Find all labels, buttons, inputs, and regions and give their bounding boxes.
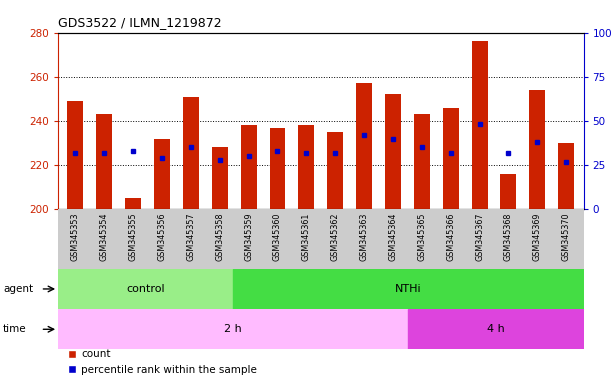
- Legend: count, percentile rank within the sample: count, percentile rank within the sample: [64, 345, 261, 379]
- Bar: [558, 143, 574, 209]
- Text: GSM345367: GSM345367: [475, 212, 484, 261]
- Text: GSM345358: GSM345358: [215, 212, 224, 261]
- Text: GDS3522 / ILMN_1219872: GDS3522 / ILMN_1219872: [58, 16, 222, 29]
- Text: control: control: [126, 284, 165, 294]
- Text: agent: agent: [3, 284, 33, 294]
- Bar: [443, 108, 459, 209]
- Bar: [385, 94, 401, 209]
- Bar: [408, 309, 584, 349]
- Text: GSM345355: GSM345355: [128, 212, 137, 261]
- Bar: [58, 309, 408, 349]
- Text: GSM345353: GSM345353: [71, 212, 80, 261]
- Text: GSM345368: GSM345368: [504, 212, 513, 261]
- Bar: [58, 269, 233, 309]
- Bar: [500, 174, 516, 209]
- Bar: [529, 90, 545, 209]
- Text: GSM345370: GSM345370: [562, 212, 571, 261]
- Text: GSM345356: GSM345356: [158, 212, 166, 261]
- Text: GSM345366: GSM345366: [446, 212, 455, 261]
- Bar: [125, 198, 141, 209]
- Text: GSM345364: GSM345364: [389, 212, 397, 261]
- Text: GSM345363: GSM345363: [360, 212, 368, 261]
- Bar: [97, 114, 112, 209]
- Text: 2 h: 2 h: [224, 324, 242, 334]
- Text: GSM345360: GSM345360: [273, 212, 282, 261]
- Bar: [414, 114, 430, 209]
- Text: GSM345359: GSM345359: [244, 212, 253, 261]
- Text: GSM345354: GSM345354: [100, 212, 109, 261]
- Bar: [212, 147, 228, 209]
- Text: GSM345357: GSM345357: [186, 212, 196, 261]
- Bar: [356, 83, 372, 209]
- Text: time: time: [3, 324, 27, 334]
- Text: GSM345369: GSM345369: [533, 212, 542, 261]
- Bar: [233, 269, 584, 309]
- Text: GSM345365: GSM345365: [417, 212, 426, 261]
- Bar: [154, 139, 170, 209]
- Bar: [269, 127, 285, 209]
- Bar: [183, 97, 199, 209]
- Bar: [241, 125, 257, 209]
- Bar: [298, 125, 314, 209]
- Bar: [327, 132, 343, 209]
- Text: NTHi: NTHi: [395, 284, 422, 294]
- Bar: [472, 41, 488, 209]
- Text: GSM345361: GSM345361: [302, 212, 311, 261]
- Text: GSM345362: GSM345362: [331, 212, 340, 261]
- Bar: [67, 101, 83, 209]
- Text: 4 h: 4 h: [487, 324, 505, 334]
